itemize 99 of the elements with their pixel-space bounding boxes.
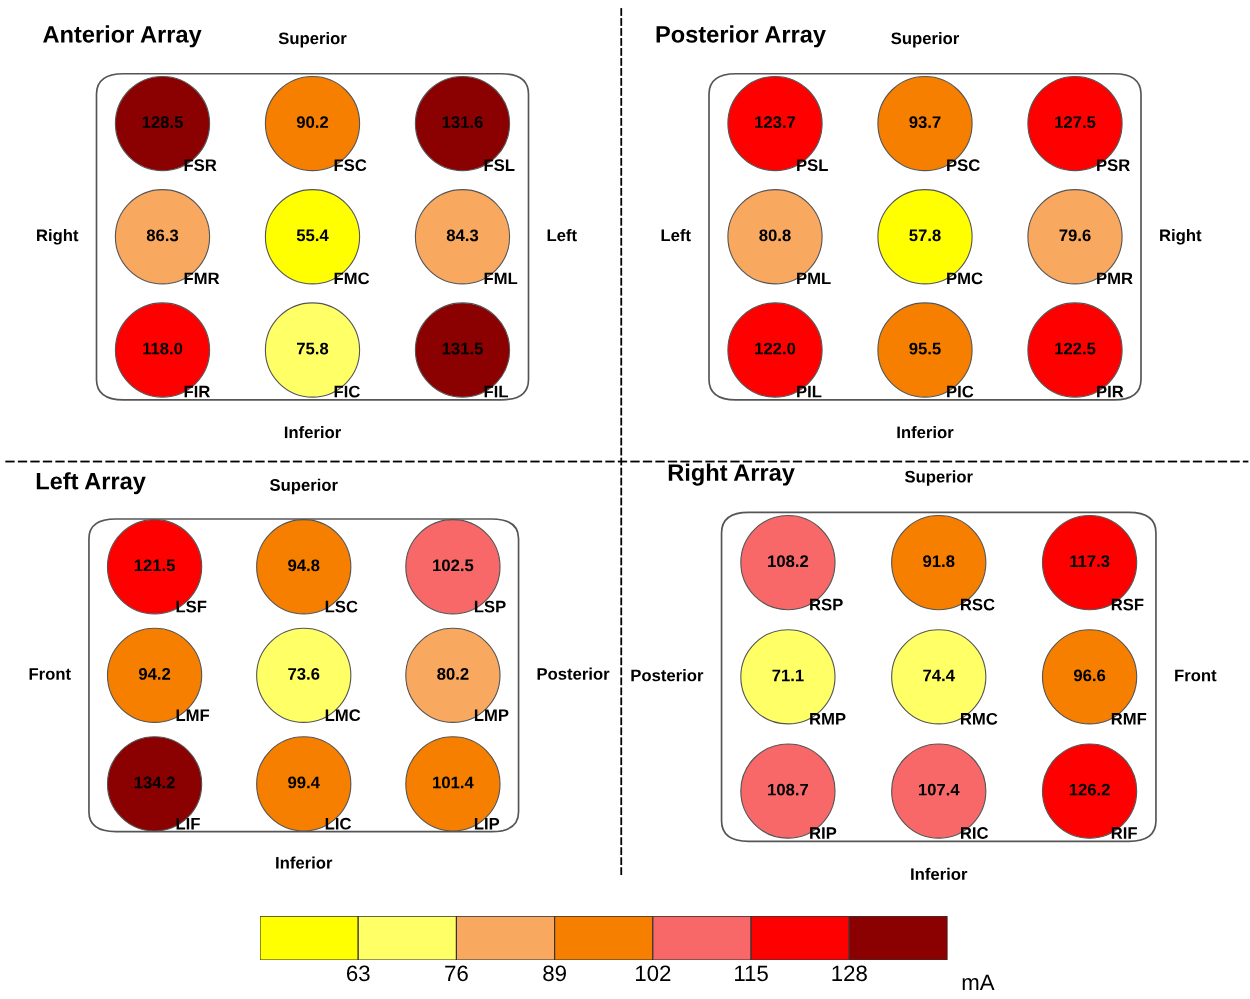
data-label: 123.7 (755, 116, 796, 129)
x-tick-label: 128 (832, 965, 867, 982)
category-label: RMC (960, 712, 998, 725)
data-label: 107.4 (918, 783, 960, 796)
category-label: FIC (334, 385, 360, 398)
category-label: FSL (484, 159, 515, 172)
category-label: PMR (1097, 272, 1133, 285)
data-label: 80.8 (759, 229, 791, 242)
data-label: 57.8 (909, 229, 941, 242)
data-label: 73.6 (288, 668, 320, 680)
x-tick-label: 89 (543, 965, 566, 982)
data-label: 84.3 (446, 229, 479, 242)
category-label: LIF (176, 817, 200, 830)
text: Superior (269, 478, 338, 495)
category-label: RSP (810, 598, 843, 611)
category-label: LIC (325, 817, 352, 830)
data-label: 71.1 (772, 669, 804, 682)
data-label: 131.6 (442, 116, 483, 129)
data-label: 117.3 (1070, 555, 1110, 568)
text: Anterior Array (43, 25, 202, 48)
category-label: RIF (1111, 827, 1137, 839)
data-label: 102.5 (433, 559, 474, 572)
text: Right (1160, 228, 1202, 245)
data-label: 94.2 (138, 668, 171, 680)
category-label: RSC (960, 598, 995, 611)
text: Inferior (897, 426, 954, 439)
category-label: FSC (334, 159, 367, 172)
text: Superior (891, 31, 960, 48)
category-label: PSR (1097, 159, 1130, 172)
category-label: LMF (176, 709, 210, 721)
data-label: 99.4 (288, 776, 320, 789)
category-label: RIP (810, 827, 837, 839)
category-label: PML (797, 272, 831, 285)
data-label: 108.7 (768, 783, 809, 796)
category-label: RIC (960, 827, 989, 839)
x-tick-label: 115 (735, 965, 768, 982)
text: Left Array (36, 472, 146, 495)
category-label: PSL (797, 159, 828, 172)
data-label: 122.0 (755, 342, 796, 355)
text: Inferior (284, 426, 341, 439)
text: Right Array (668, 463, 795, 486)
category-label: LSC (325, 600, 358, 613)
data-label: 90.2 (296, 116, 329, 129)
category-label: LSF (176, 600, 207, 613)
data-label: 127.5 (1055, 116, 1096, 129)
category-label: FMC (334, 272, 370, 285)
category-label: LSP (474, 600, 506, 613)
x-tick-label: 63 (346, 965, 370, 982)
data-label: 121.5 (134, 559, 175, 572)
category-label: RMF (1111, 713, 1147, 725)
category-label: LMP (474, 709, 509, 721)
data-label: 86.3 (146, 229, 179, 242)
data-label: 74.4 (923, 669, 955, 682)
data-label: 75.8 (297, 342, 329, 355)
data-label: 91.8 (923, 555, 955, 568)
data-label: 79.6 (1059, 229, 1091, 242)
data-label: 95.5 (909, 342, 941, 355)
data-label: 128.5 (142, 116, 183, 129)
text: Posterior (631, 669, 704, 682)
text: Left (547, 228, 577, 242)
category-label: PIR (1097, 385, 1124, 398)
category-label: PIL (797, 385, 822, 398)
data-label: 93.7 (909, 116, 941, 129)
text: Front (1175, 669, 1217, 682)
text: Inferior (276, 856, 333, 869)
text: Inferior (911, 867, 968, 881)
category-label: RSF (1111, 598, 1144, 611)
text: Posterior Array (656, 25, 826, 48)
category-label: LMC (325, 709, 361, 722)
category-label: LIP (474, 817, 500, 830)
data-label: 101.4 (433, 776, 474, 789)
text: Left (661, 228, 691, 242)
text: Superior (904, 470, 973, 486)
data-label: 118.0 (143, 342, 183, 355)
category-label: FML (484, 272, 518, 285)
category-label: FMR (184, 272, 220, 285)
data-label: 80.2 (437, 668, 469, 680)
data-label: 94.8 (288, 559, 320, 572)
x-axis-title: mA (962, 974, 995, 990)
category-label: FIL (484, 385, 508, 398)
data-label: 134.2 (134, 776, 175, 789)
category-label: RMP (810, 713, 846, 725)
data-label: 108.2 (768, 555, 809, 568)
data-label: 96.6 (1073, 669, 1106, 682)
x-tick-label: 102 (636, 965, 671, 982)
data-label: 55.4 (296, 229, 329, 242)
text: Right (37, 228, 79, 245)
category-label: PMC (947, 272, 983, 285)
data-label: 122.5 (1055, 342, 1096, 355)
text: Front (29, 668, 71, 680)
category-label: FSR (184, 159, 217, 172)
text: Posterior (537, 667, 610, 680)
category-label: PIC (947, 385, 974, 398)
x-tick-label: 76 (445, 965, 468, 982)
text: Superior (278, 31, 347, 48)
category-label: FIR (184, 385, 211, 398)
category-label: PSC (947, 159, 980, 172)
data-label: 131.5 (442, 342, 483, 355)
data-label: 126.2 (1069, 783, 1110, 796)
